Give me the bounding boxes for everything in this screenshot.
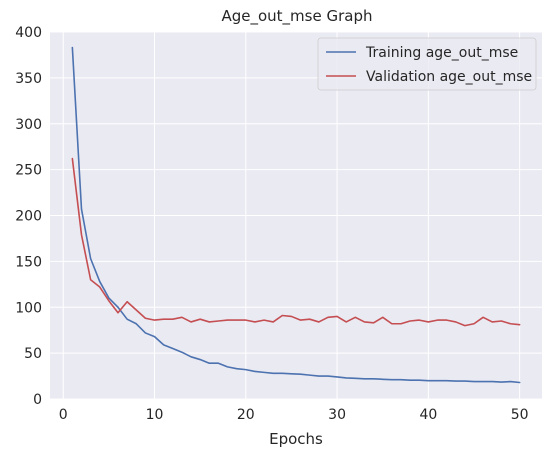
- x-tick-label: 20: [237, 407, 255, 423]
- chart-title: Age_out_mse Graph: [221, 7, 372, 26]
- y-tick-labels: 0 50 100 150 200 250 300 350 400: [15, 25, 42, 408]
- legend-label: Training age_out_mse: [365, 45, 518, 61]
- y-tick-label: 0: [33, 392, 42, 408]
- legend: Training age_out_mse Validation age_out_m…: [317, 37, 537, 91]
- x-tick-labels: 0 10 20 30 40 50: [59, 407, 529, 423]
- legend-label: Validation age_out_mse: [366, 69, 532, 85]
- y-tick-label: 400: [15, 25, 42, 41]
- y-tick-label: 100: [15, 300, 42, 316]
- y-tick-label: 250: [15, 163, 42, 179]
- series-line-validation: [71, 157, 521, 327]
- x-tick-label: 0: [59, 407, 68, 423]
- x-tick-label: 50: [511, 407, 529, 423]
- y-tick-label: 300: [15, 117, 42, 133]
- x-axis-label: Epochs: [269, 430, 323, 448]
- y-tick-label: 350: [15, 71, 42, 87]
- series-lines: [71, 46, 521, 384]
- x-tick-label: 30: [328, 407, 346, 423]
- x-tick-label: 10: [146, 407, 164, 423]
- series-line-training: [71, 46, 521, 384]
- x-tick-label: 40: [419, 407, 437, 423]
- grid-lines: [50, 31, 542, 400]
- y-tick-label: 150: [15, 254, 42, 270]
- y-tick-label: 200: [15, 209, 42, 225]
- legend-box: [317, 37, 537, 91]
- y-tick-label: 50: [24, 346, 42, 362]
